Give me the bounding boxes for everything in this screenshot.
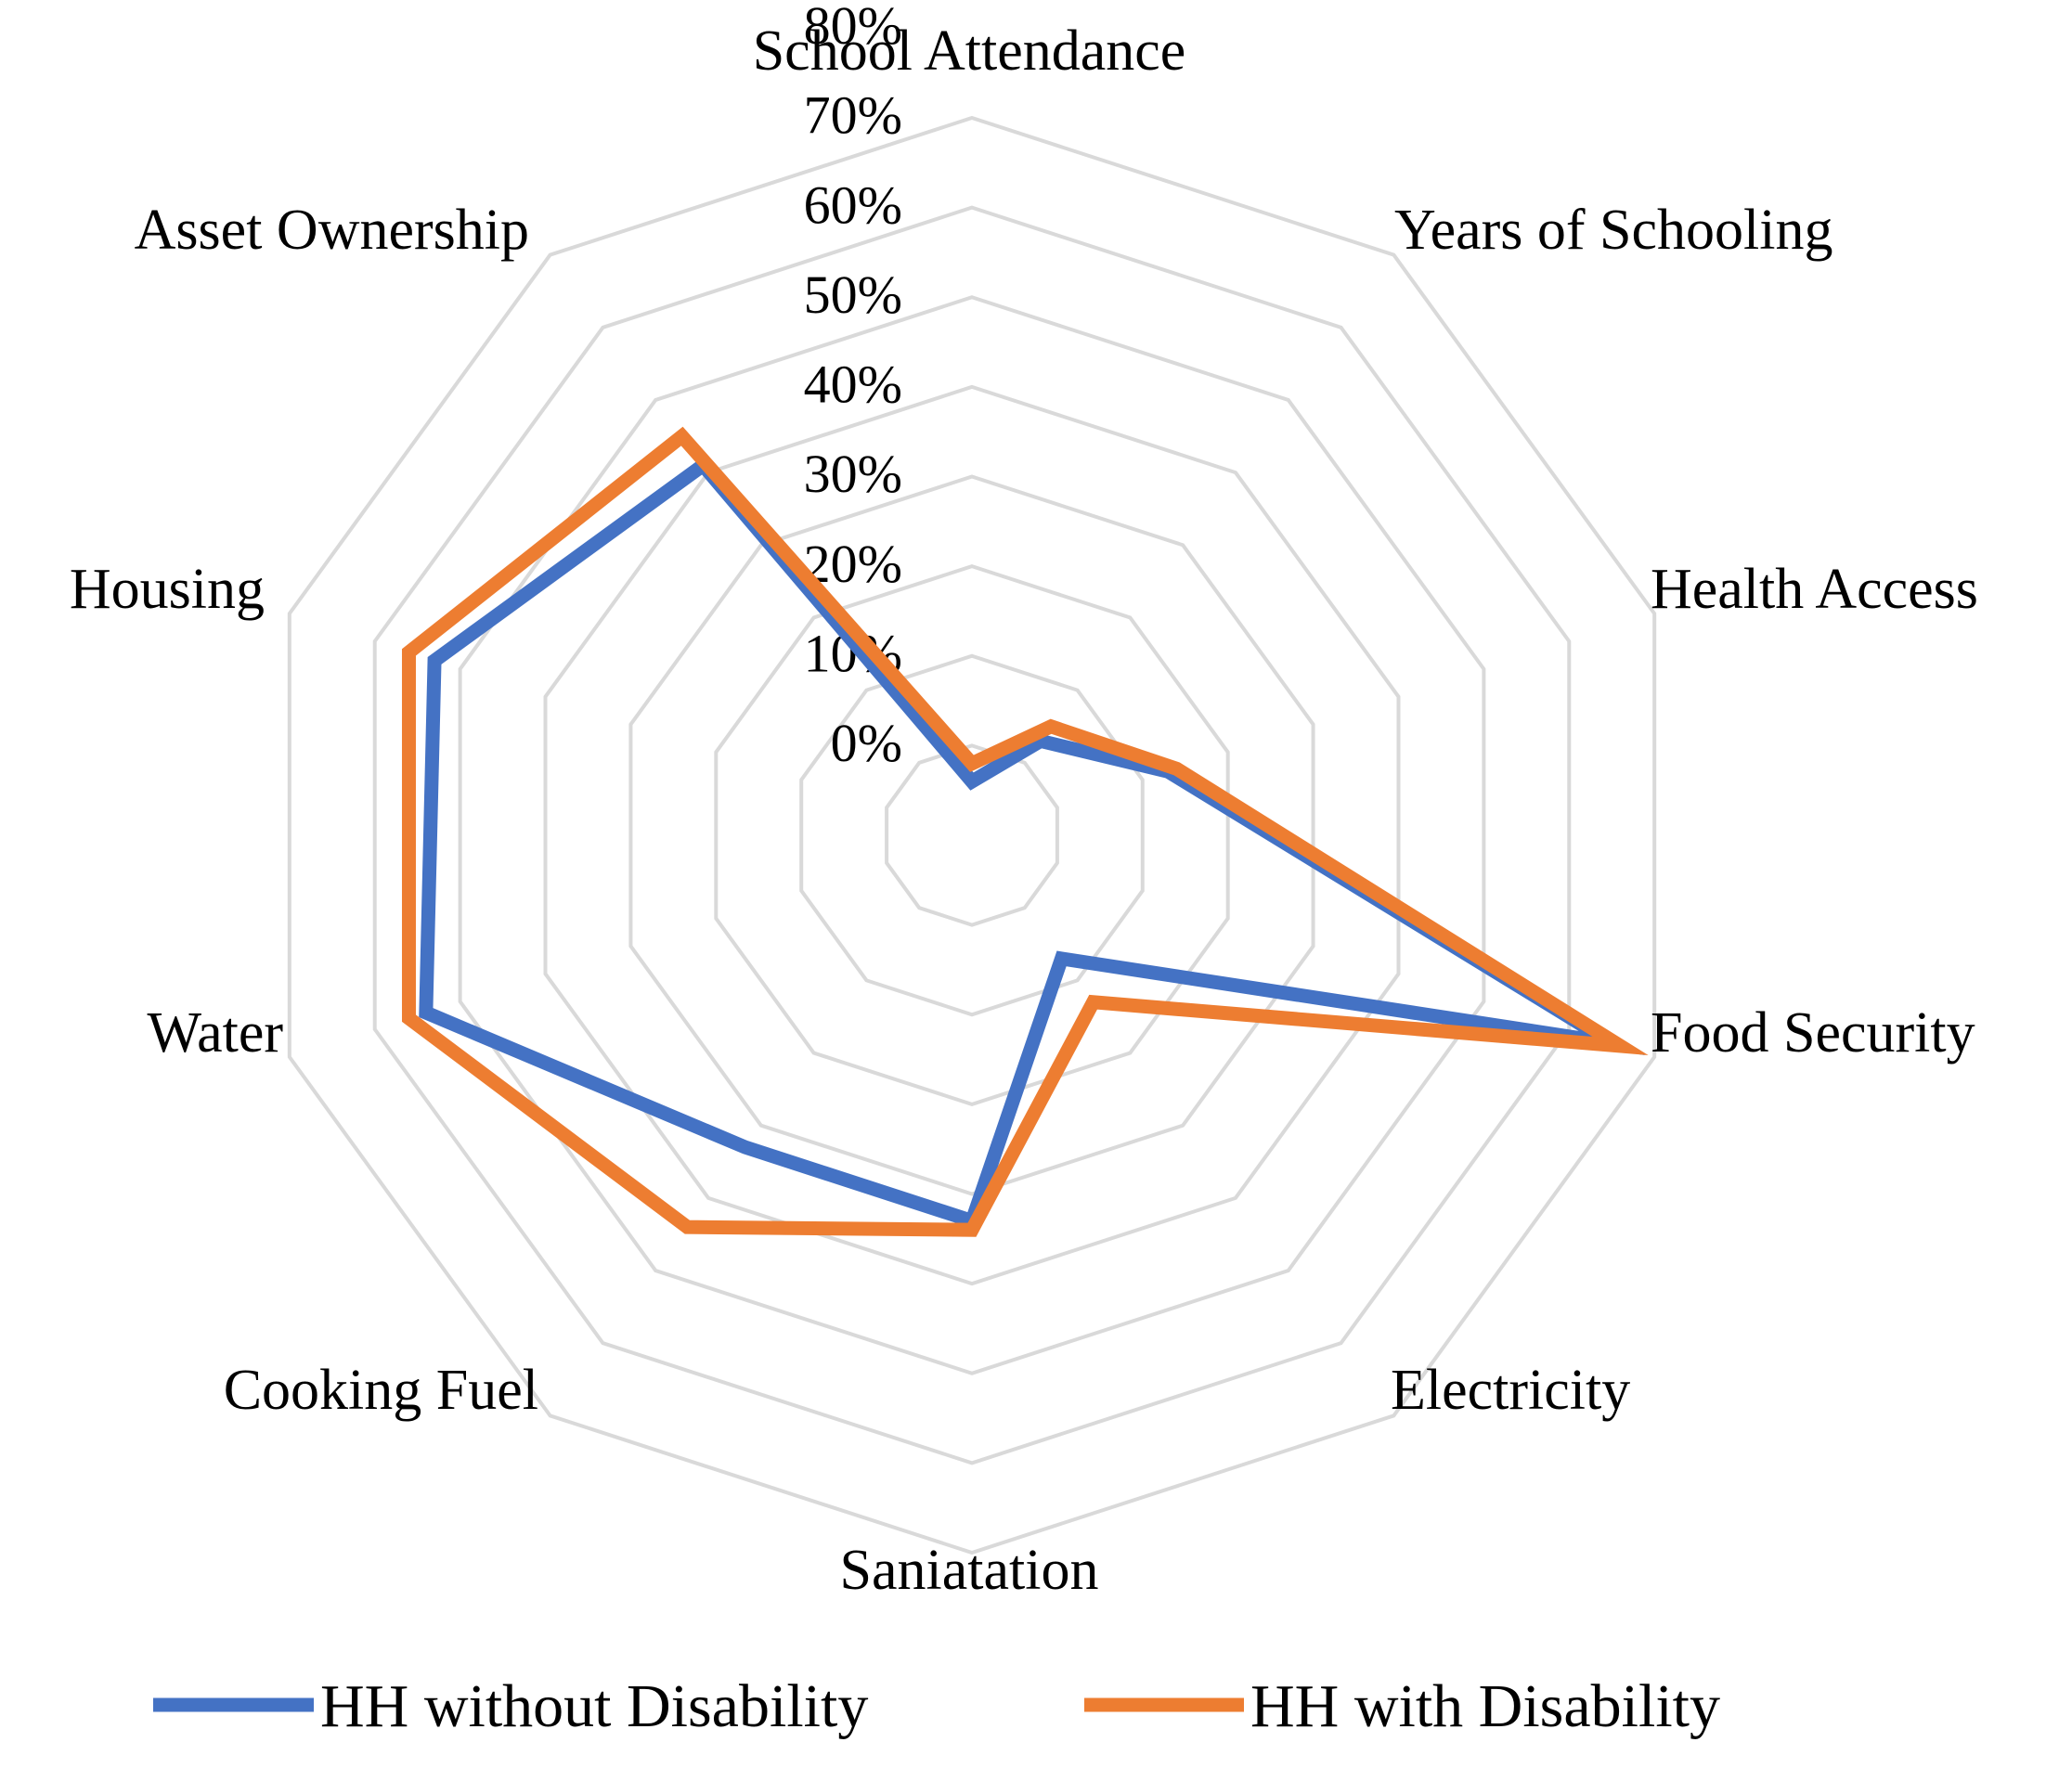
category-label-electricity: Electricity [1391, 1359, 1630, 1422]
grid-ring [458, 295, 1486, 1375]
grid-ring [628, 474, 1315, 1196]
category-label-cooking-fuel: Cooking Fuel [224, 1359, 538, 1422]
grid-ring [543, 384, 1401, 1286]
series-line-with-disability [401, 426, 1649, 1237]
category-label-asset-ownership: Asset Ownership [135, 199, 529, 262]
category-label-water: Water [148, 1001, 284, 1065]
radial-tick-labels: 0%10%20%30%40%50%60%70%80% [804, 0, 902, 773]
grid-ring [885, 743, 1059, 927]
series-lines [401, 426, 1649, 1237]
tick-label: 60% [804, 174, 902, 235]
category-label-housing: Housing [70, 558, 265, 621]
grid-ring [714, 564, 1230, 1106]
tick-label: 30% [804, 444, 902, 504]
tick-label: 40% [804, 355, 902, 415]
legend-label: HH with Disability [1250, 1672, 1720, 1740]
category-label-saniatation: Saniatation [840, 1539, 1099, 1602]
category-label-food-security: Food Security [1651, 1001, 1975, 1065]
tick-label: 0% [831, 713, 902, 773]
legend: HH without Disability HH with Disability [153, 1672, 1720, 1740]
tick-label: 70% [804, 85, 902, 146]
tick-label: 80% [804, 0, 902, 56]
category-label-school-attendance: School Attendance [753, 19, 1186, 83]
radar-grid [287, 115, 1657, 1555]
tick-label: 50% [804, 265, 902, 325]
series-line-without-disability [419, 456, 1645, 1230]
category-label-health-access: Health Access [1651, 558, 1978, 621]
category-label-years-of-schooling: Years of Schooling [1394, 199, 1832, 262]
category-labels: School Attendance Years of Schooling Healt… [70, 19, 1978, 1602]
legend-label: HH without Disability [320, 1672, 868, 1740]
grid-ring [372, 205, 1572, 1465]
grid-ring [287, 115, 1657, 1555]
